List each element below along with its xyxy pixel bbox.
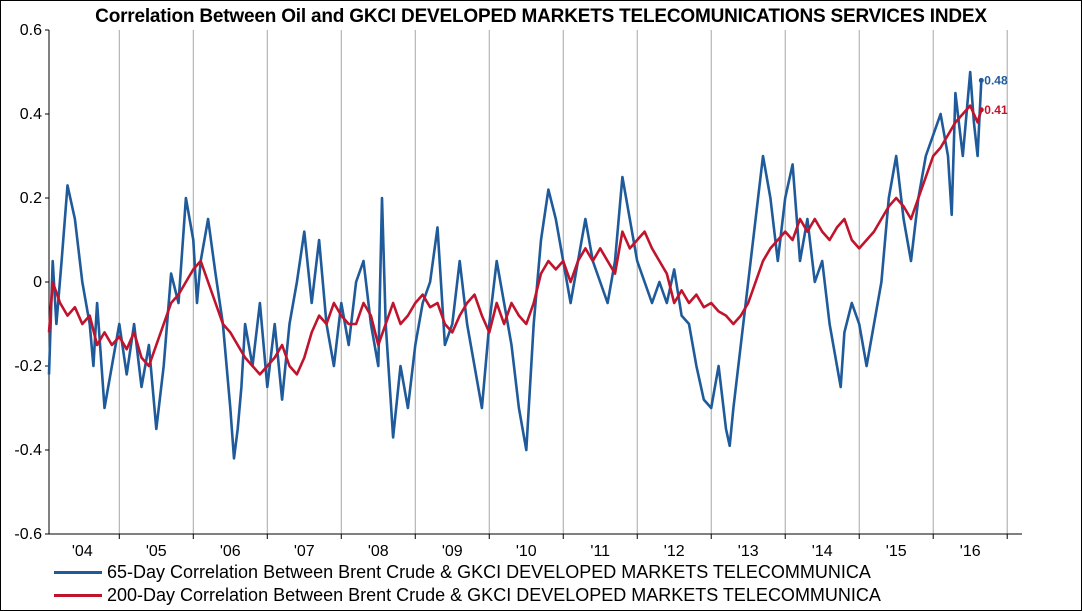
y-tick-label: 0: [33, 274, 42, 291]
series-line-0: [47, 70, 983, 460]
y-tick-label: -0.2: [14, 358, 42, 375]
x-tick-label: '05: [146, 543, 167, 560]
x-tick-label: '16: [960, 543, 981, 560]
y-tick-label: 0.6: [20, 22, 42, 39]
x-tick-label: '04: [72, 543, 93, 560]
gridlines: [118, 30, 1008, 534]
x-tick-label: '09: [442, 543, 463, 560]
legend-swatch-200-day: [54, 594, 102, 597]
y-tick-label: 0.4: [20, 106, 42, 123]
line-chart: 0.60.40.20-0.2-0.4-0.6 '04'05'06'07'08'0…: [14, 22, 1022, 560]
legend-entry-65-day: 65-Day Correlation Between Brent Crude &…: [54, 561, 881, 584]
legend-swatch-65-day: [54, 571, 102, 574]
end-point-0: [978, 77, 984, 83]
legend-label-65-day: 65-Day Correlation Between Brent Crude &…: [107, 562, 871, 582]
legend: 65-Day Correlation Between Brent Crude &…: [54, 561, 881, 607]
y-tick-label: 0.2: [20, 190, 42, 207]
x-tick-label: '08: [368, 543, 389, 560]
x-tick-labels: '04 '05 '06 '07 '08 '09 '10 '11 '12 '13 '14 '15 '16: [72, 534, 1008, 560]
series-lines: [47, 70, 983, 460]
chart-title: Correlation Between Oil and GKCI DEVELOP…: [95, 6, 987, 27]
legend-label-200-day: 200-Day Correlation Between Brent Crude …: [107, 585, 881, 605]
legend-entry-200-day: 200-Day Correlation Between Brent Crude …: [54, 584, 881, 607]
end-label-0: 0.48: [984, 73, 1008, 87]
x-tick-label: '12: [664, 543, 685, 560]
x-tick-label: '07: [294, 543, 315, 560]
x-tick-label: '13: [738, 543, 759, 560]
x-tick-label: '11: [590, 543, 610, 560]
x-tick-label: '06: [220, 543, 241, 560]
x-tick-label: '15: [886, 543, 907, 560]
y-tick-label: -0.6: [14, 526, 42, 543]
y-tick-labels: 0.6 0.4 0.2 0 -0.2 -0.4 -0.6: [14, 22, 49, 543]
y-tick-label: -0.4: [14, 442, 42, 459]
x-tick-label: '10: [516, 543, 537, 560]
series-line-1: [47, 104, 983, 376]
end-labels: 0.48 0.41: [978, 73, 1008, 117]
x-tick-label: '14: [812, 543, 833, 560]
end-point-1: [978, 107, 984, 113]
end-label-1: 0.41: [984, 103, 1008, 117]
